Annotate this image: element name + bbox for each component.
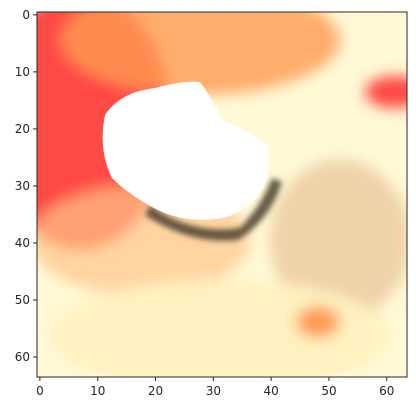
y-tick-label: 40 bbox=[15, 236, 30, 250]
x-axis: 0 10 20 30 40 50 60 bbox=[36, 377, 394, 398]
orange-region bbox=[60, 12, 340, 95]
y-tick-label: 60 bbox=[15, 350, 30, 364]
x-tick-label: 30 bbox=[206, 384, 221, 398]
x-tick-label: 20 bbox=[148, 384, 163, 398]
y-tick-label: 20 bbox=[15, 122, 30, 136]
y-axis: 0 10 20 30 40 50 60 bbox=[15, 8, 37, 364]
tan-region bbox=[270, 160, 407, 320]
cream-bottom-region bbox=[50, 280, 390, 377]
y-tick-label: 50 bbox=[15, 293, 30, 307]
x-tick-label: 60 bbox=[379, 384, 394, 398]
x-tick-label: 40 bbox=[264, 384, 279, 398]
white-saturated-region bbox=[102, 81, 270, 220]
plot-frame bbox=[36, 11, 408, 378]
y-tick-label: 30 bbox=[15, 179, 30, 193]
image-content bbox=[37, 12, 407, 377]
y-tick-label: 0 bbox=[22, 8, 30, 22]
red-right-region bbox=[365, 76, 407, 108]
dark-edge-shadow bbox=[145, 178, 282, 241]
y-tick-label: 10 bbox=[15, 65, 30, 79]
x-tick-label: 10 bbox=[90, 384, 105, 398]
x-tick-label: 0 bbox=[36, 384, 44, 398]
x-tick-label: 50 bbox=[321, 384, 336, 398]
orange-bottom-spot bbox=[296, 306, 340, 338]
